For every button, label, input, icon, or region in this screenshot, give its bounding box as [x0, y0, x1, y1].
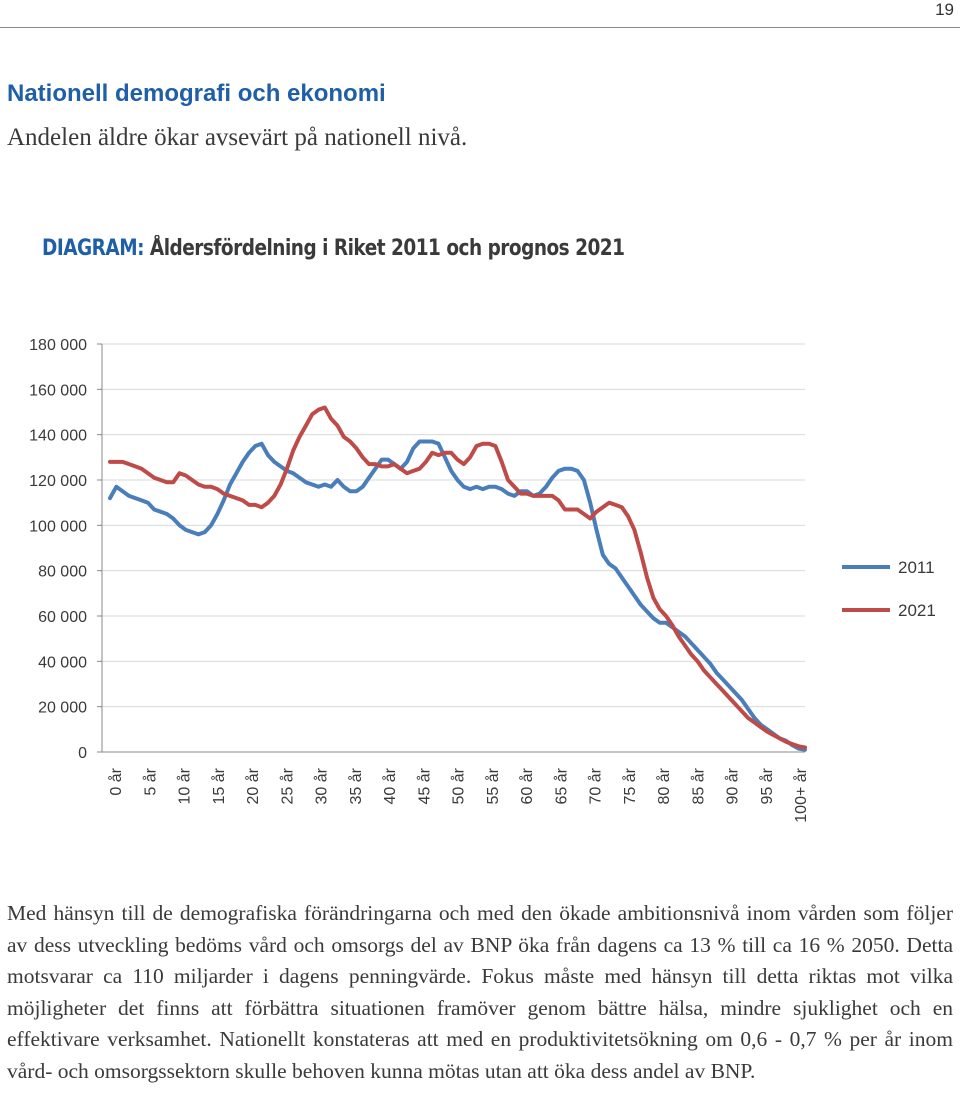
x-tick-label: 50 år [450, 767, 468, 804]
page-number: 19 [935, 0, 954, 19]
y-tick-label: 100 000 [29, 518, 87, 535]
x-tick-label: 15 år [210, 767, 228, 804]
x-tick-label: 10 år [176, 767, 194, 804]
legend-label-2011: 2011 [898, 558, 935, 577]
y-axis-tick-labels: 0 20 000 40 000 60 000 80 000 100 000 120 000 1… [29, 337, 87, 762]
diagram-label: DIAGRAM: [42, 236, 144, 261]
y-tick-label: 60 000 [38, 609, 87, 626]
x-tick-label: 70 år [587, 767, 605, 804]
x-axis-tick-labels: 0 år 5 år 10 år 15 år 20 år 25 år 30 år 35 år 40… [107, 767, 810, 822]
series-lines [108, 405, 807, 752]
x-tick-label: 90 år [724, 767, 742, 804]
legend: 2011 2021 [842, 558, 936, 620]
x-tick-label: 100+ år [792, 767, 810, 822]
x-tick-label: 75 år [621, 767, 639, 804]
y-tick-label: 180 000 [29, 337, 87, 354]
x-tick-label: 80 år [655, 767, 673, 804]
x-tick-label: 85 år [689, 767, 707, 804]
diagram-title: Åldersfördelning i Riket 2011 och progno… [149, 236, 625, 261]
y-tick-label: 160 000 [29, 382, 87, 399]
grid-lines [102, 343, 805, 708]
y-tick-label: 40 000 [38, 654, 87, 671]
x-tick-label: 40 år [381, 767, 399, 804]
age-distribution-chart: 0 20 000 40 000 60 000 80 000 100 000 120 000 1… [29, 337, 936, 823]
x-tick-label: 0 år [107, 767, 125, 795]
diagram-caption: DIAGRAM: Åldersfördelning i Riket 2011 o… [42, 236, 625, 261]
x-tick-label: 30 år [313, 767, 331, 804]
x-tick-label: 55 år [484, 767, 502, 804]
x-tick-label: 95 år [758, 767, 776, 804]
x-tick-label: 65 år [552, 767, 570, 804]
header-divider [0, 27, 960, 28]
section-lead: Andelen äldre ökar avsevärt på nationell… [7, 124, 468, 151]
y-tick-label: 140 000 [29, 428, 87, 445]
x-tick-label: 20 år [244, 767, 262, 804]
series-line-2021 [108, 405, 807, 750]
x-tick-label: 5 år [141, 767, 159, 795]
x-tick-label: 60 år [518, 767, 536, 804]
legend-label-2021: 2021 [898, 601, 936, 620]
axes [97, 343, 805, 753]
x-tick-label: 35 år [347, 767, 365, 804]
y-tick-label: 120 000 [29, 473, 87, 490]
body-paragraph: Med hänsyn till de demografiska förändri… [7, 901, 953, 1083]
x-tick-label: 45 år [415, 767, 433, 804]
y-tick-label: 20 000 [38, 700, 87, 717]
section-title: Nationell demografi och ekonomi [7, 80, 386, 107]
y-tick-label: 80 000 [38, 564, 87, 581]
x-tick-label: 25 år [278, 767, 296, 804]
y-tick-label: 0 [78, 745, 87, 762]
